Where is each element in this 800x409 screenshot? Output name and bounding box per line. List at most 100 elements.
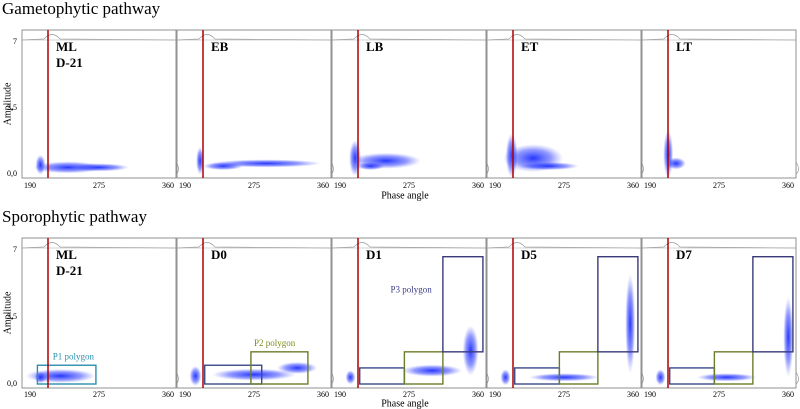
x-tick-label: 360: [317, 390, 329, 399]
panel-frame: [331, 237, 487, 389]
panel-label: D7: [676, 247, 692, 262]
gate-polygon: [442, 256, 484, 353]
panel-label: D-21: [56, 263, 83, 278]
section-title: Sporophytic pathway: [2, 207, 147, 226]
y-tick-label: 0,0: [7, 169, 17, 178]
polygon-label: P3 polygon: [391, 284, 433, 294]
panel-label: D-21: [56, 55, 83, 70]
panel-frame: [486, 29, 642, 179]
histogram-curve: [21, 242, 177, 249]
x-tick-label: 275: [403, 390, 415, 399]
point-cloud: [655, 369, 666, 386]
point-cloud: [462, 325, 479, 376]
panel-label: LB: [366, 39, 384, 54]
y-tick-label: 7: [13, 245, 17, 254]
histogram-curve: [176, 242, 332, 249]
x-tick-label: 190: [24, 181, 36, 190]
histogram-curve: [641, 34, 797, 41]
x-tick-label: 275: [558, 181, 570, 190]
panel-frame: [176, 29, 332, 179]
point-cloud: [203, 162, 244, 171]
panel-label: ML: [56, 39, 77, 54]
x-tick-label: 360: [317, 181, 329, 190]
point-cloud: [518, 162, 579, 171]
panel-frame: [641, 237, 797, 389]
point-cloud: [345, 370, 356, 385]
x-tick-label: 275: [713, 181, 725, 190]
histogram-curve: [486, 34, 642, 41]
point-cloud: [277, 361, 318, 374]
side-histogram: [795, 371, 799, 385]
point-cloud: [69, 163, 129, 172]
x-tick-label: 360: [472, 390, 484, 399]
panel-frame: [21, 29, 177, 179]
point-cloud: [625, 273, 636, 374]
panel-label: D0: [211, 247, 227, 262]
x-tick-label: 360: [162, 390, 174, 399]
x-tick-label: 275: [248, 390, 260, 399]
panel-label: ET: [521, 39, 539, 54]
x-tick-label: 190: [644, 390, 656, 399]
histogram-curve: [21, 34, 177, 41]
point-cloud: [665, 157, 686, 170]
polygon-label: P1 polygon: [53, 351, 95, 361]
point-cloud: [500, 369, 511, 386]
gate-polygon: [752, 256, 794, 353]
y-tick-label: 3,5: [7, 103, 17, 112]
gate-polygon: [403, 351, 444, 385]
y-tick-label: 7: [13, 37, 17, 46]
section-title: Gametophytic pathway: [2, 0, 161, 18]
x-tick-label: 190: [179, 390, 191, 399]
x-tick-label: 190: [489, 390, 501, 399]
gate-polygon: [597, 256, 639, 353]
x-tick-label: 275: [93, 181, 105, 190]
point-cloud: [196, 146, 205, 175]
x-axis-label: Phase angle: [381, 190, 429, 201]
x-tick-label: 275: [713, 390, 725, 399]
gate-polygon: [359, 367, 406, 385]
point-cloud: [529, 373, 599, 382]
panel-frame: [21, 237, 177, 389]
panel-label: D5: [521, 247, 537, 262]
gate-polygon: [204, 364, 263, 385]
x-tick-label: 360: [162, 181, 174, 190]
histogram-curve: [331, 34, 487, 41]
y-tick-label: 0,0: [7, 379, 17, 388]
gate-polygon: [713, 351, 754, 385]
x-tick-label: 190: [334, 181, 346, 190]
x-tick-label: 190: [489, 181, 501, 190]
panel-frame: [486, 237, 642, 389]
x-tick-label: 360: [627, 181, 639, 190]
point-cloud: [402, 364, 463, 377]
x-tick-label: 275: [248, 181, 260, 190]
x-tick-label: 190: [24, 390, 36, 399]
x-tick-label: 190: [334, 390, 346, 399]
side-histogram: [795, 161, 799, 175]
point-cloud: [696, 373, 757, 382]
x-tick-label: 275: [558, 390, 570, 399]
gate-polygon: [250, 351, 309, 385]
point-cloud: [783, 297, 794, 378]
y-tick-label: 3,5: [7, 312, 17, 321]
point-cloud: [356, 162, 385, 171]
x-tick-label: 190: [179, 181, 191, 190]
panel-frame: [176, 237, 332, 389]
x-tick-label: 360: [472, 181, 484, 190]
x-tick-label: 360: [627, 390, 639, 399]
histogram-curve: [176, 34, 332, 41]
histogram-curve: [486, 242, 642, 249]
x-tick-label: 360: [782, 390, 794, 399]
x-axis-label: Phase angle: [381, 398, 429, 409]
panel-label: EB: [211, 39, 229, 54]
x-tick-label: 275: [403, 181, 415, 190]
polygon-label: P2 polygon: [254, 338, 296, 348]
x-tick-label: 360: [782, 181, 794, 190]
gate-polygon: [558, 351, 599, 385]
point-cloud: [212, 368, 296, 381]
gate-polygon: [36, 364, 97, 385]
panel-frame: [641, 29, 797, 179]
histogram-curve: [331, 242, 487, 249]
point-cloud: [35, 154, 46, 175]
